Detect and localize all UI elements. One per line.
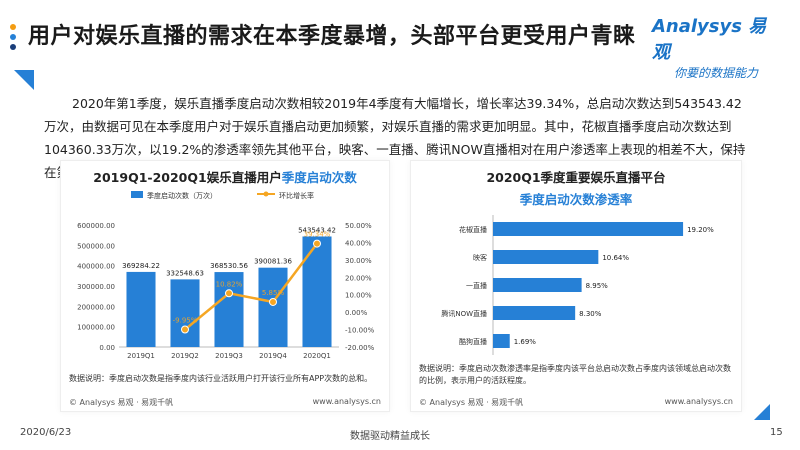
category-label: 映客 [473,253,487,262]
legend-label-launch-count: 季度启动次数（万次） [147,191,217,200]
corner-triangle-decoration-br [754,404,770,420]
corner-triangle-decoration [14,70,34,90]
y2-tick-label: 30.00% [345,257,372,265]
y2-tick-label: 50.00% [345,222,372,230]
launch-count-chart-panel: 2019Q1-2020Q1娱乐直播用户季度启动次数 季度启动次数（万次） 环比增长… [60,160,390,412]
launch-chart-url: www.analysys.cn [312,397,381,406]
legend-marker-growth [263,191,269,197]
x-tick-label: 2019Q2 [171,352,199,360]
bar-2019Q2 [170,279,200,347]
launch-count-chart: 季度启动次数（万次） 环比增长率 0.00 100000.00 200000.00 300… [77,191,375,360]
footer-slogan: 数据驱动精益成长 [350,431,430,442]
penetration-chart-source: © Analysys 易观 · 易观千帆 [419,398,524,407]
penetration-chart-panel: 2020Q1季度重要娱乐直播平台 季度启动次数渗透率 花椒直播 19.20% 映客 1… [410,160,742,412]
bar-value-label: 332548.63 [166,269,204,277]
launch-chart-source: © Analysys 易观 · 易观千帆 [69,398,174,407]
bar-value-label: 369284.22 [122,262,160,270]
growth-value-label: 10.82% [216,280,243,288]
y-tick-label: 0.00 [99,344,115,352]
growth-value-label: 5.85% [262,289,285,297]
hbar-value-label: 1.69% [514,338,537,346]
launch-chart-title-highlight: 季度启动次数 [281,170,357,185]
growth-point-2020Q1 [313,239,321,248]
launch-chart-title: 2019Q1-2020Q1娱乐直播用户季度启动次数 [61,167,389,186]
bar-value-label: 390081.36 [254,258,292,266]
bar-value-label: 368530.56 [210,262,248,270]
bar-value-label: 543543.42 [298,226,336,234]
x-tick-label: 2019Q3 [215,352,243,360]
category-label: 一直播 [466,281,487,290]
hbar-value-label: 19.20% [687,226,714,234]
x-tick-label: 2020Q1 [303,352,331,360]
penetration-chart-title-1: 2020Q1季度重要娱乐直播平台 [486,170,666,185]
legend-swatch-launch-count [131,191,143,198]
footer-page-number: 15 [770,427,783,438]
logo-bottom-text: 你要的数据能力 [674,66,759,80]
growth-point-2019Q2 [181,325,189,334]
y-tick-label: 200000.00 [77,303,115,311]
y-tick-label: 100000.00 [77,324,115,332]
x-tick-label: 2019Q1 [127,352,155,360]
penetration-chart-note: 数据说明：季度启动次数渗透率是指季度内该平台总启动次数占季度内该领域总启动次数的… [419,364,731,385]
y2-tick-label: 0.00% [345,309,368,317]
hbar-酷狗直播 [493,334,510,348]
y2-tick-label: 40.00% [345,239,372,247]
page-title: 用户对娱乐直播的需求在本季度暴增，头部平台更受用户青睐 [28,24,636,49]
hbar-映客 [493,250,599,264]
category-label: 花椒直播 [459,225,487,234]
decor-dot-orange [10,24,16,30]
hbar-value-label: 8.30% [579,310,602,318]
y-tick-label: 600000.00 [77,222,115,230]
hbar-腾讯NOW直播 [493,306,576,320]
launch-chart-note: 数据说明：季度启动次数是指季度内该行业活跃用户打开该行业所有APP次数的总和。 [69,374,373,383]
hbar-value-label: 10.64% [602,254,629,262]
launch-chart-title-prefix: 2019Q1-2020Q1娱乐直播用户 [93,170,282,185]
y2-tick-label: -20.00% [345,344,375,352]
growth-value-label: -9.95% [173,316,198,324]
growth-point-2019Q4 [269,297,277,306]
decor-dot-navy [10,44,16,50]
analysys-logo: Analysys 易观 你要的数据能力 [652,12,782,80]
bar-2019Q4 [258,267,288,347]
y2-tick-label: -10.00% [345,327,375,335]
bar-2020Q1 [302,236,332,347]
x-tick-label: 2019Q4 [259,352,287,360]
hbar-花椒直播 [493,222,684,236]
growth-rate-line [184,242,318,331]
y2-tick-label: 10.00% [345,292,372,300]
bar-2019Q3 [214,272,244,347]
growth-value-label: 39.34% [304,231,331,239]
hbar-value-label: 8.95% [586,282,609,290]
y2-tick-label: 20.00% [345,274,372,282]
y-tick-label: 500000.00 [77,242,115,250]
legend-label-growth: 环比增长率 [279,191,314,200]
hbar-一直播 [493,278,582,292]
y-tick-label: 300000.00 [77,283,115,291]
footer-date: 2020/6/23 [20,427,72,438]
y-tick-label: 400000.00 [77,263,115,271]
category-label: 腾讯NOW直播 [441,309,487,318]
bar-2019Q1 [126,271,156,347]
category-label: 酷狗直播 [459,337,487,346]
penetration-chart-url: www.analysys.cn [664,397,733,406]
growth-point-2019Q3 [225,289,233,298]
title-decoration [10,24,18,54]
penetration-chart-title-2: 季度启动次数渗透率 [519,192,633,207]
decor-dot-blue [10,34,16,40]
penetration-chart: 花椒直播 19.20% 映客 10.64% 一直播 8.95% 腾讯NOW直播 8.30% 酷狗… [441,215,714,355]
logo-top-text: Analysys 易观 [652,16,767,63]
